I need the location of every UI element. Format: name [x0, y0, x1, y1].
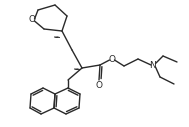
Text: O: O — [29, 15, 36, 25]
Text: O: O — [95, 82, 102, 91]
Text: N: N — [150, 60, 156, 69]
Text: O: O — [108, 54, 115, 64]
